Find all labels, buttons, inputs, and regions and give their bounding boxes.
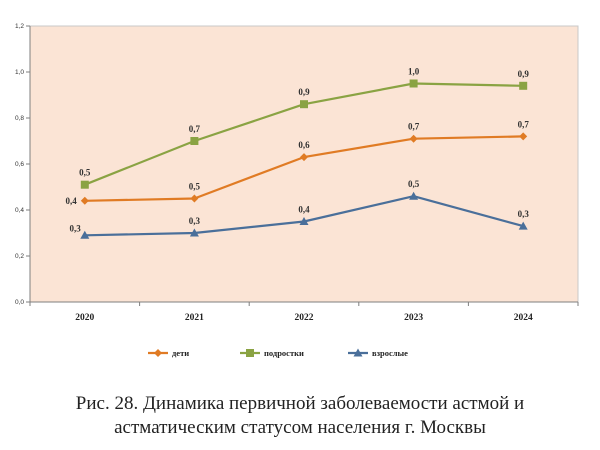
x-tick-label: 2022 [295,313,314,323]
data-point-0 [409,134,418,143]
data-label: 0,9 [298,87,310,97]
x-tick-label: 2021 [185,313,204,323]
data-label: 1,0 [408,67,420,77]
data-point-0 [300,153,308,162]
x-tick-label: 2023 [404,313,423,323]
legend-marker-0 [154,349,162,357]
caption-line-1: Рис. 28. Динамика первичной заболеваемос… [75,393,525,414]
data-label: 0,9 [518,69,530,79]
data-label: 0,3 [518,209,530,219]
data-label: 0,7 [189,124,201,134]
y-tick-label: 1,2 [15,23,24,30]
y-tick-label: 0,4 [15,207,24,214]
data-label: 0,6 [298,140,310,150]
data-label: 0,5 [189,182,201,192]
data-point-1 [300,100,308,109]
data-label: 0,4 [298,205,310,215]
data-point-0 [80,196,89,205]
data-point-1 [190,137,199,145]
data-label: 0,5 [79,168,91,178]
x-tick-label: 2024 [514,313,533,323]
legend-marker-1 [246,349,254,357]
data-point-2 [80,230,90,239]
data-point-2 [409,191,419,200]
x-tick-label: 2020 [75,313,94,323]
y-tick-label: 0,6 [15,161,24,168]
legend-label-1: подростки [264,348,304,358]
line-chart: 0,0 0,2 0,4 0,6 0,8 1,0 1,2 2020 2021 2022 2023 202… [15,23,579,358]
data-label: 0,7 [408,122,420,132]
y-tick-label: 0,2 [15,253,24,260]
legend-label-0: дети [172,348,189,358]
caption-line-2: астматическим статусом населения г. Моск… [114,417,486,438]
data-point-2 [518,221,528,230]
data-label: 0,3 [189,216,201,226]
data-point-1 [519,81,528,90]
figure-caption: Рис. 28. Динамика первичной заболеваемос… [0,392,600,440]
data-point-2 [189,228,199,237]
data-point-1 [409,79,418,88]
data-label: 0,5 [408,179,420,189]
chart-frame: 0,0 0,2 0,4 0,6 0,8 1,0 1,2 2020 2021 2022 2023 202… [14,23,579,358]
data-point-2 [299,217,309,225]
data-label: 0,3 [70,223,82,233]
data-label: 0,4 [66,196,78,206]
y-tick-label: 0,0 [15,299,24,306]
legend-marker-2 [353,348,363,357]
y-tick-label: 1,0 [15,69,24,76]
y-tick-label: 0,8 [15,115,24,122]
plot-area [29,25,579,303]
data-point-0 [519,132,528,141]
legend-label-2: взрослые [372,348,408,358]
data-point-0 [190,194,199,203]
data-label: 0,7 [518,119,530,129]
data-point-1 [80,180,89,189]
